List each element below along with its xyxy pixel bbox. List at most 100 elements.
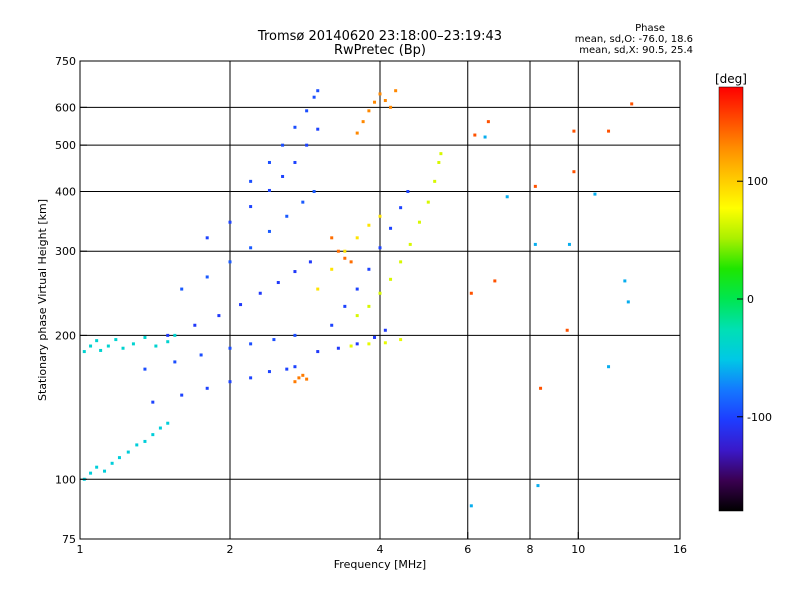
data-point: [373, 100, 377, 104]
data-point: [486, 120, 490, 124]
y-tick-label: 750: [55, 55, 76, 68]
data-point: [493, 279, 497, 283]
data-point: [469, 291, 473, 295]
data-point: [249, 246, 253, 250]
data-point: [151, 433, 155, 437]
data-point: [173, 333, 177, 337]
data-point: [373, 335, 377, 339]
colorbar-tick-label: -100: [747, 411, 772, 424]
data-point: [536, 484, 540, 488]
data-point: [285, 214, 289, 218]
x-tick-label: 16: [673, 543, 687, 556]
y-axis-ticks: 75 100 200 300 400 500 600 750: [55, 55, 87, 546]
data-point: [95, 339, 99, 343]
data-point: [95, 465, 99, 469]
data-point: [301, 373, 305, 377]
data-point: [103, 469, 107, 473]
data-point: [305, 109, 309, 113]
x-tick-label: 8: [527, 543, 534, 556]
data-point: [267, 370, 271, 374]
x-tick-label: 2: [227, 543, 234, 556]
data-point: [505, 195, 509, 199]
data-point: [110, 461, 114, 465]
y-tick-label: 600: [55, 101, 76, 114]
data-point: [249, 342, 253, 346]
data-point: [99, 348, 103, 352]
data-point: [193, 323, 197, 327]
data-point: [437, 160, 441, 164]
data-point: [408, 242, 412, 246]
data-point: [89, 471, 93, 475]
data-point: [630, 102, 634, 106]
data-point: [135, 443, 139, 447]
x-tick-label: 10: [571, 543, 585, 556]
data-point: [121, 346, 125, 350]
data-point: [293, 333, 297, 337]
data-point: [180, 393, 184, 397]
data-point: [389, 277, 393, 281]
data-point: [539, 386, 543, 390]
data-point: [154, 344, 158, 348]
chart-title: Tromsø 20140620 23:18:00–23:19:43: [257, 29, 502, 44]
data-point: [217, 314, 221, 318]
y-tick-label: 400: [55, 185, 76, 198]
data-point: [378, 92, 382, 96]
data-point: [367, 304, 371, 308]
colorbar-ticks: 100 0 -100: [737, 175, 772, 424]
x-tick-label: 4: [377, 543, 384, 556]
data-point: [623, 279, 627, 283]
data-point: [349, 260, 353, 264]
data-point: [228, 380, 232, 384]
data-point: [565, 328, 569, 332]
data-point: [349, 344, 353, 348]
data-point: [336, 346, 340, 350]
data-point: [336, 249, 340, 253]
data-point: [281, 143, 285, 147]
data-point: [228, 260, 232, 264]
data-point: [173, 360, 177, 364]
data-point: [378, 214, 382, 218]
data-point: [330, 236, 334, 240]
x-axis-ticks: 1 2 4 6 8 10 16: [77, 532, 687, 556]
data-point: [533, 184, 537, 188]
data-point: [205, 236, 209, 240]
data-point: [316, 127, 320, 131]
data-point: [293, 270, 297, 274]
data-point: [533, 242, 537, 246]
data-point: [469, 504, 473, 508]
x-tick-label: 1: [77, 543, 84, 556]
data-point: [308, 260, 312, 264]
data-point: [297, 376, 301, 380]
grid-layer: [80, 61, 680, 539]
data-point: [417, 220, 421, 224]
y-tick-label: 100: [55, 473, 76, 486]
data-point: [272, 338, 276, 342]
data-point: [383, 99, 387, 103]
data-points: [82, 89, 634, 508]
data-point: [131, 342, 135, 346]
phase-stats-header: Phase: [635, 23, 665, 34]
data-point: [355, 287, 359, 291]
data-point: [343, 304, 347, 308]
data-point: [367, 109, 371, 113]
data-point: [151, 400, 155, 404]
data-point: [166, 421, 170, 425]
data-point: [143, 367, 147, 371]
data-point: [343, 256, 347, 260]
data-point: [205, 386, 209, 390]
data-point: [367, 223, 371, 227]
data-point: [383, 328, 387, 332]
data-point: [143, 439, 147, 443]
data-point: [316, 287, 320, 291]
data-point: [473, 133, 477, 137]
data-point: [312, 189, 316, 193]
data-point: [607, 365, 611, 369]
data-point: [281, 174, 285, 178]
data-point: [607, 129, 611, 133]
phase-stats-line2: mean, sd,X: 90.5, 25.4: [579, 45, 693, 56]
data-point: [293, 160, 297, 164]
data-point: [355, 236, 359, 240]
colorbar-label: [deg]: [715, 72, 747, 86]
data-point: [143, 335, 147, 339]
